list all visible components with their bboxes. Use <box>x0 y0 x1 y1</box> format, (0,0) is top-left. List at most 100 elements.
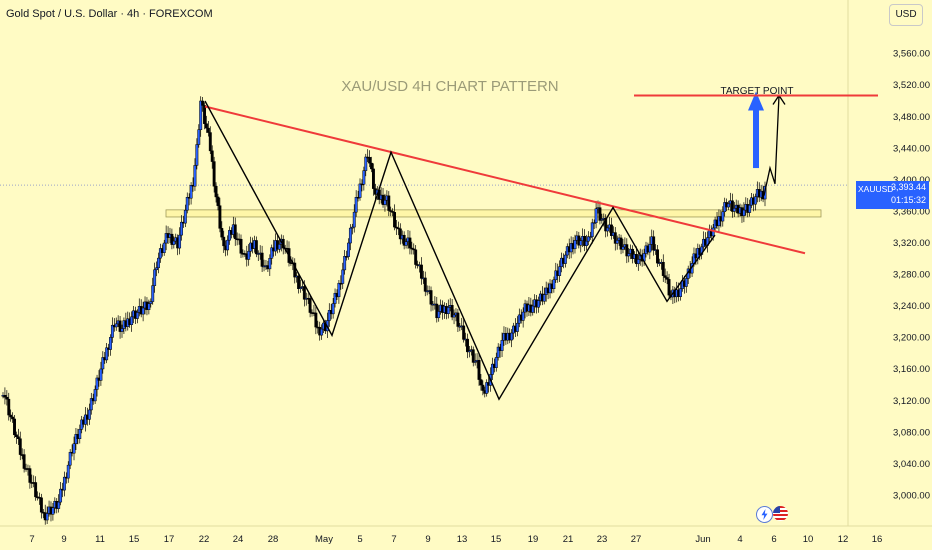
candle-down <box>208 132 212 152</box>
candle-down <box>410 247 414 250</box>
candle-up <box>347 242 350 257</box>
price-tick-label: 3,080.00 <box>893 427 930 438</box>
candle-down <box>471 349 475 363</box>
candle-up <box>588 236 592 238</box>
candle-up <box>352 211 356 228</box>
candle-down <box>222 236 226 247</box>
price-tick-label: 3,160.00 <box>893 364 930 375</box>
candle-down <box>205 123 208 129</box>
candle-up <box>404 241 408 246</box>
candle-up <box>74 434 78 444</box>
candle-up <box>153 269 157 286</box>
price-tick-label: 3,480.00 <box>893 112 930 123</box>
candle-up <box>590 222 594 237</box>
lightning-icon[interactable] <box>756 506 773 523</box>
candle-up <box>95 377 99 390</box>
candle-down <box>34 482 38 498</box>
candle-up <box>586 236 590 242</box>
candle-down <box>625 244 629 257</box>
candle-down <box>216 196 220 206</box>
candle-up <box>320 328 324 336</box>
candle-up <box>80 419 84 430</box>
candle-up <box>358 183 362 198</box>
candle-up <box>93 389 97 402</box>
candle-up <box>299 287 302 290</box>
candle-down <box>423 277 427 292</box>
candle-up <box>337 282 341 298</box>
candle-down <box>450 305 454 318</box>
candle-up <box>606 227 610 232</box>
candle-up <box>721 211 725 222</box>
candle-up <box>679 288 682 297</box>
candle-up <box>341 269 345 284</box>
time-tick-label: 15 <box>491 534 502 545</box>
candle-up <box>197 129 201 145</box>
candle-up <box>383 199 387 205</box>
time-tick-label: 13 <box>457 534 468 545</box>
time-tick-label: 19 <box>528 534 539 545</box>
candle-down <box>22 454 26 469</box>
candle-up <box>485 382 489 394</box>
candle-up <box>748 204 752 213</box>
candle-down <box>604 217 608 232</box>
candle-up <box>185 196 189 211</box>
candle-up <box>579 240 583 246</box>
candle-up <box>490 363 494 375</box>
time-tick-label: 27 <box>631 534 642 545</box>
time-tick-label: 12 <box>838 534 849 545</box>
time-tick-label: 4 <box>737 534 742 545</box>
candle-up <box>172 240 176 245</box>
price-tick-label: 3,560.00 <box>893 49 930 60</box>
candle-down <box>389 210 393 212</box>
candle-down <box>5 396 9 400</box>
candle-down <box>13 418 16 436</box>
candle-up <box>732 208 736 212</box>
candle-up <box>99 368 103 381</box>
candle-down <box>414 249 418 265</box>
time-tick-label: 15 <box>129 534 140 545</box>
time-tick-label: 21 <box>563 534 574 545</box>
candle-down <box>466 338 469 353</box>
price-tick-label: 3,000.00 <box>893 490 930 501</box>
candle-up <box>193 165 197 187</box>
candle-up <box>473 361 477 363</box>
candle-down <box>667 279 671 296</box>
time-tick-label: 6 <box>771 534 776 545</box>
candle-up <box>496 346 500 358</box>
candle-down <box>477 359 481 380</box>
time-tick-label: 7 <box>29 534 34 545</box>
candle-up <box>226 239 230 251</box>
chart-watermark-title: XAU/USD 4H CHART PATTERN <box>341 78 558 95</box>
time-tick-label: Jun <box>695 534 710 545</box>
candle-down <box>368 157 372 164</box>
candle-down <box>631 248 635 259</box>
candle-down <box>3 395 7 398</box>
candle-up <box>149 301 153 304</box>
candle-up <box>78 429 82 439</box>
price-tick-label: 3,360.00 <box>893 206 930 217</box>
projection-path <box>763 95 780 196</box>
target-point-label: TARGET POINT <box>721 86 794 97</box>
candle-up <box>343 256 347 271</box>
candle-up <box>199 100 203 130</box>
candle-down <box>665 277 669 280</box>
candle-up <box>59 488 63 503</box>
candle-down <box>393 212 397 228</box>
us-flag-icon[interactable] <box>773 506 788 521</box>
candle-up <box>228 230 231 241</box>
candle-up <box>594 208 598 223</box>
candle-up <box>195 144 199 166</box>
candle-up <box>510 332 514 341</box>
candle-down <box>656 249 659 264</box>
price-badge-price: 3,393.44 <box>891 182 927 192</box>
candle-up <box>158 248 162 259</box>
candle-up <box>573 240 577 250</box>
candle-up <box>178 234 182 249</box>
candle-up <box>494 357 498 368</box>
currency-button[interactable]: USD <box>889 4 923 26</box>
candle-down <box>435 303 439 319</box>
last-price-badge: XAUUSD 3,393.44 01:15:32 <box>856 181 929 209</box>
candle-up <box>45 513 49 521</box>
